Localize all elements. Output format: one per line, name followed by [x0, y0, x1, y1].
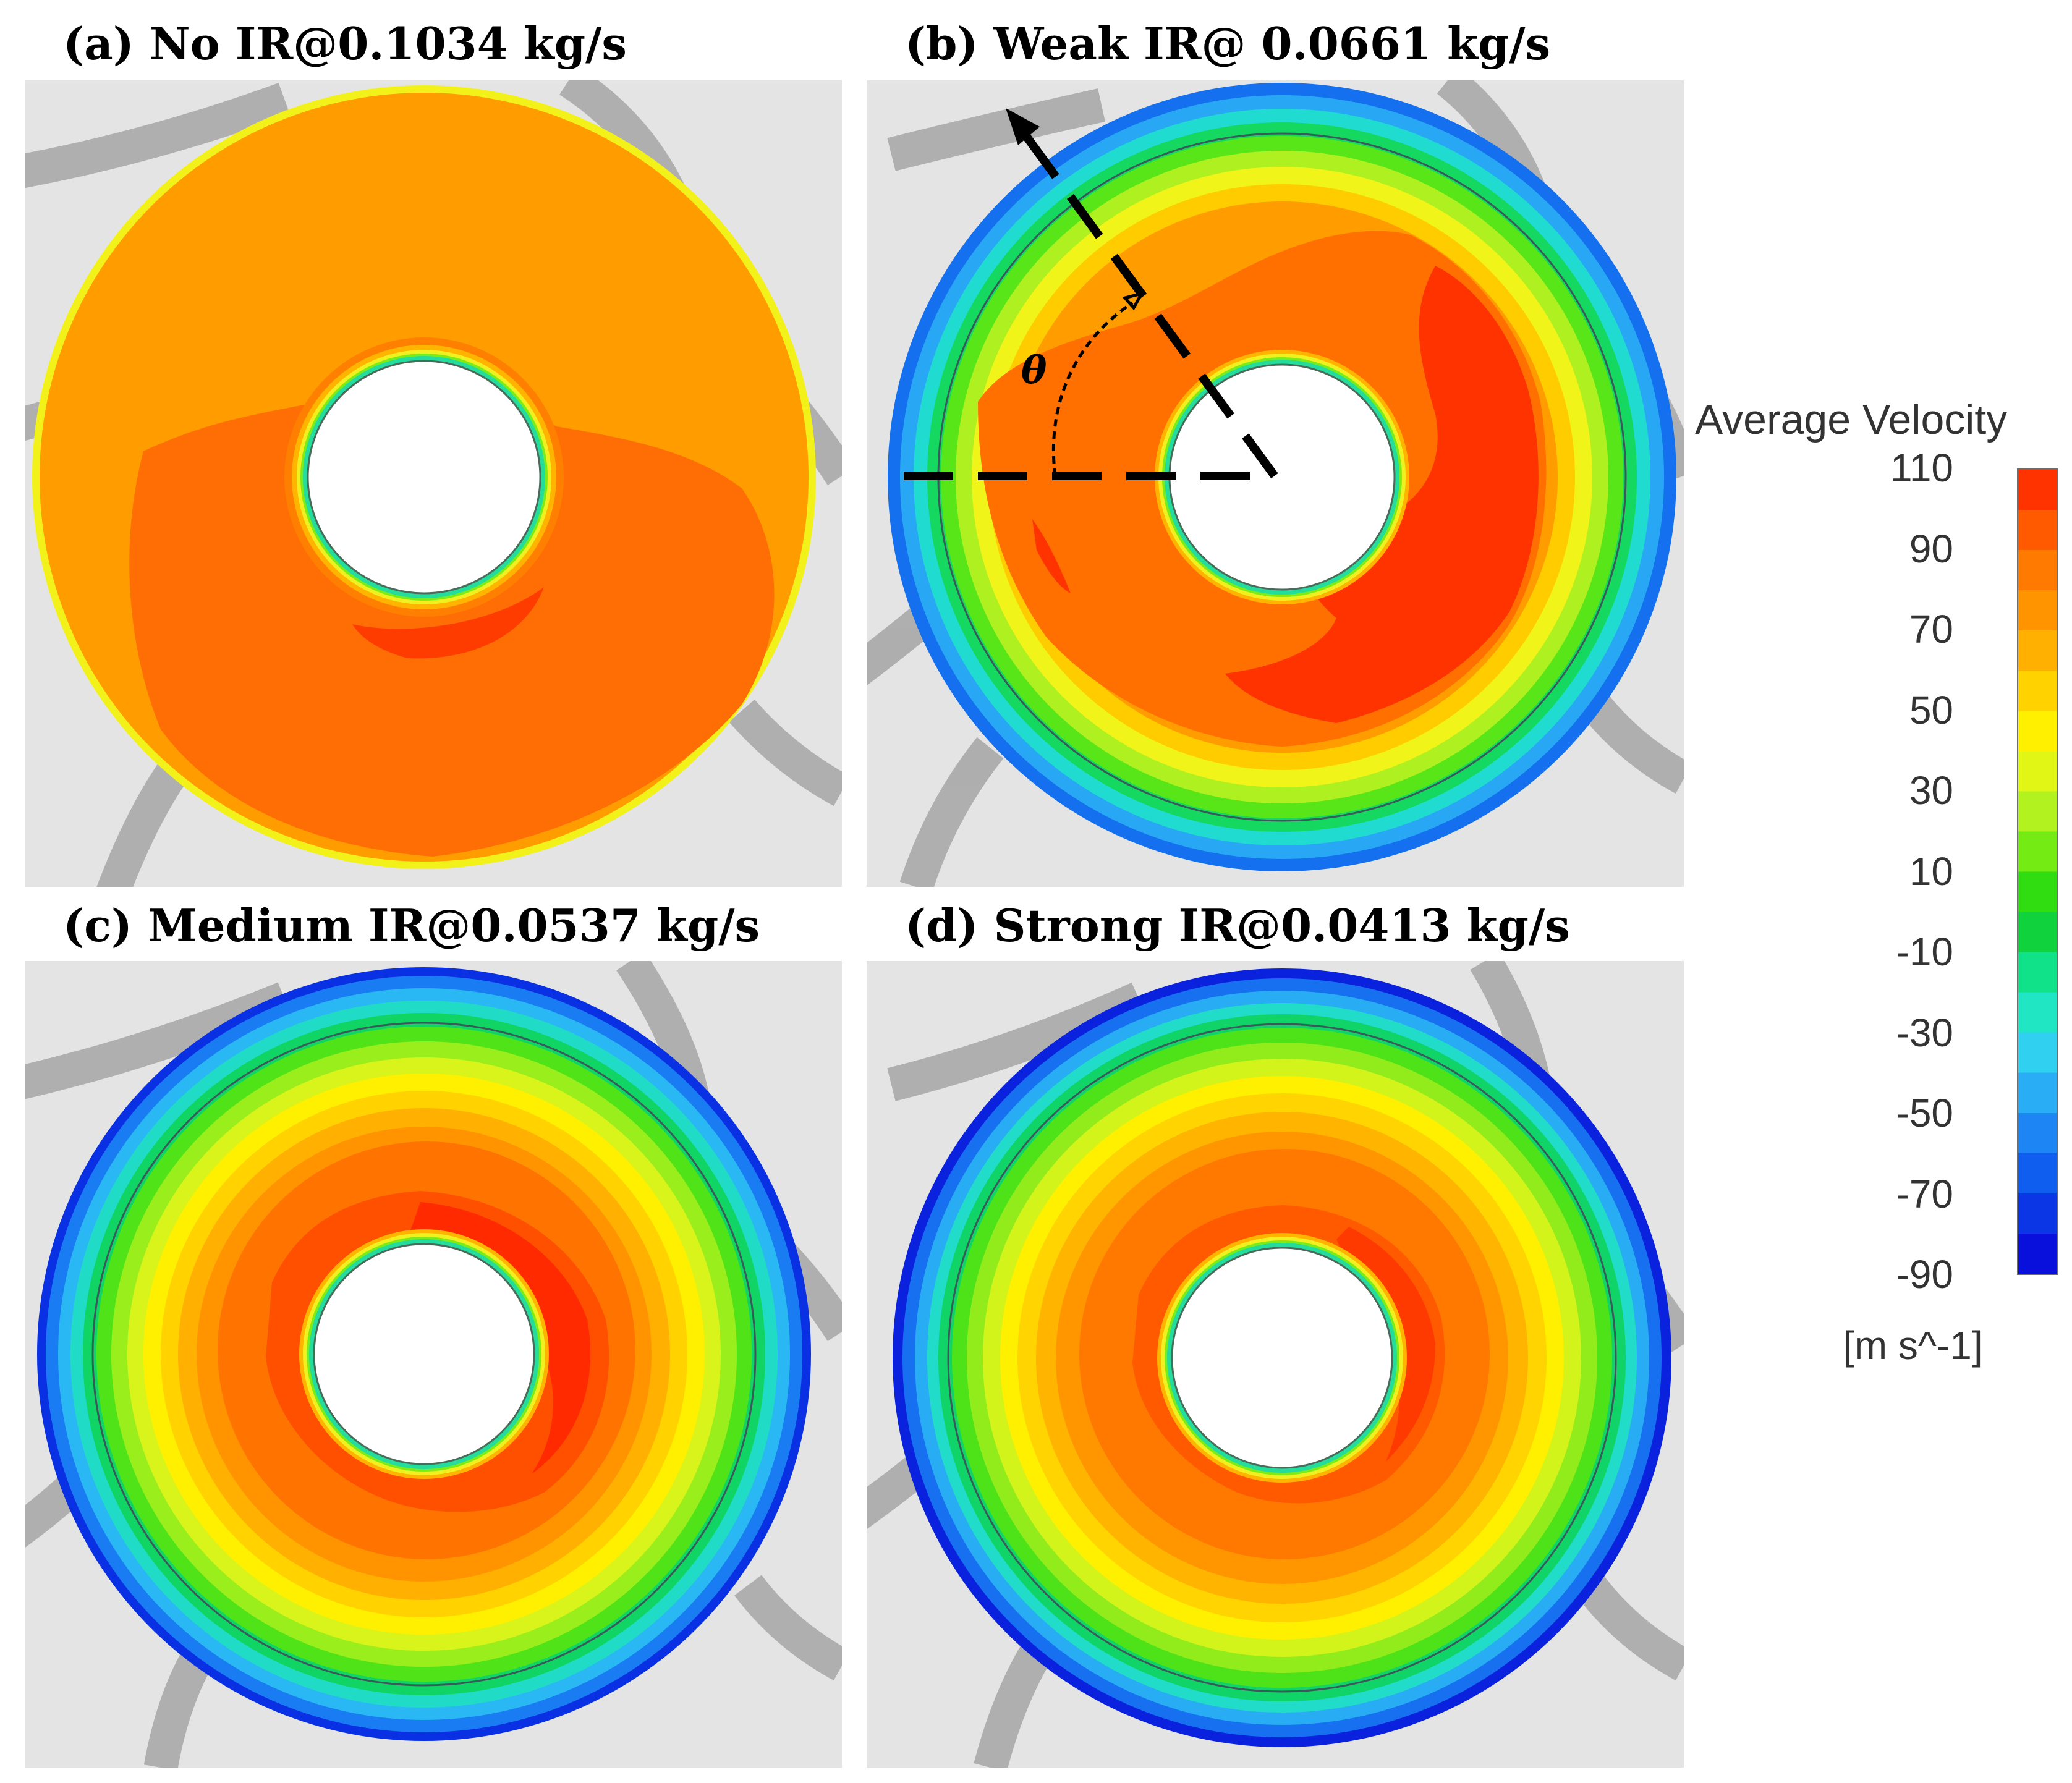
legend-title: Average Velocity [1695, 396, 2008, 443]
axis-arrowhead-icon [1006, 108, 1040, 145]
contour-plot-d [867, 961, 1684, 1768]
velocity-rings-a [32, 85, 816, 869]
legend-tick-label: -10 [1896, 930, 1954, 974]
contour-panel-a [25, 80, 842, 887]
ring-c-line [91, 1022, 757, 1687]
region-peak-a [352, 587, 544, 659]
legend-tick-label: 30 [1909, 768, 1953, 813]
hub-hole-c [313, 1243, 535, 1465]
angle-arc-dotted [1051, 301, 1134, 476]
legend-tick-label: 50 [1909, 687, 1953, 732]
legend-tick-label: 110 [1890, 446, 1953, 490]
panel-title-d: (d) Strong IR@0.0413 kg/s [905, 899, 1570, 952]
panel-title-c: (c) Medium IR@0.0537 kg/s [63, 899, 760, 952]
ring-d-line [947, 1023, 1617, 1693]
contour-plot-c [25, 961, 842, 1768]
legend-tick-label: 90 [1909, 526, 1953, 571]
angle-annotation: θ [904, 108, 1278, 480]
legend-tick-label: -70 [1896, 1171, 1954, 1216]
angle-arc-arrowhead-icon [1122, 291, 1145, 311]
region-peak-small-b [1032, 519, 1071, 593]
velocity-rings-c [37, 967, 811, 1741]
panel-title-a: (a) No IR@0.1034 kg/s [63, 17, 627, 70]
region-peak-b [1225, 266, 1539, 723]
legend-unit: [m s^-1] [1843, 1323, 1983, 1368]
panel-title-b: (b) Weak IR@ 0.0661 kg/s [905, 17, 1551, 70]
legend-tick-label: -30 [1896, 1010, 1954, 1055]
velocity-rings-d [893, 968, 1671, 1747]
hub-hole-a [307, 360, 541, 595]
contour-panel-d [867, 961, 1684, 1768]
contour-plot-a [25, 80, 842, 887]
hub-hole-d [1171, 1247, 1393, 1469]
contour-panel-c [25, 961, 842, 1768]
legend-tick-label: -90 [1896, 1252, 1954, 1297]
legend-tick-label: -50 [1896, 1091, 1954, 1135]
legend-tick-label: 70 [1909, 607, 1953, 651]
contour-panel-b: θ [867, 80, 1684, 887]
contour-plot-b: θ [867, 80, 1684, 887]
legend-color-bar [2017, 468, 2058, 1275]
velocity-rings-b [888, 83, 1676, 871]
angle-theta-label: θ [1021, 347, 1047, 392]
legend-tick-label: 10 [1909, 849, 1953, 894]
